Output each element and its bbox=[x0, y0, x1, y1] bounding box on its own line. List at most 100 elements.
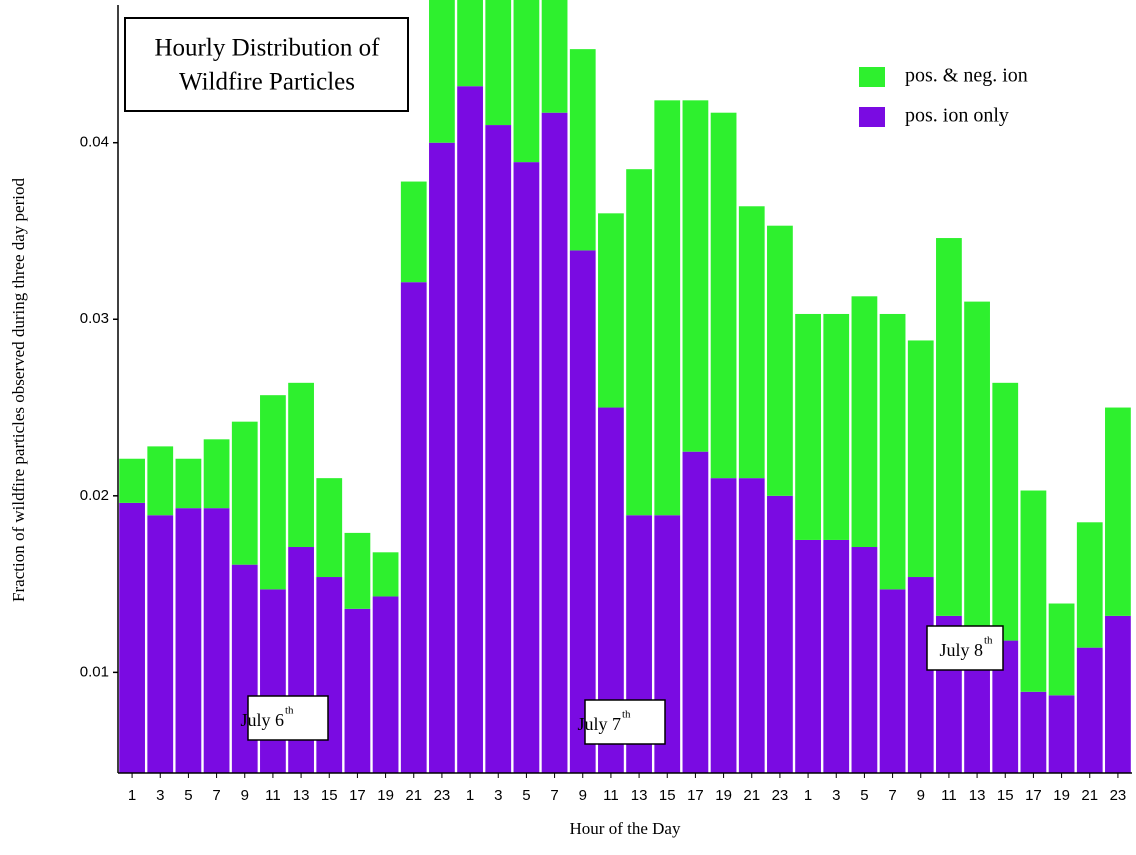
y-axis-label: Fraction of wildfire particles observed … bbox=[9, 178, 28, 602]
legend-swatch bbox=[859, 107, 885, 127]
bar-segment bbox=[203, 439, 230, 509]
x-tick-label: 15 bbox=[321, 787, 338, 804]
bar-segment bbox=[231, 421, 258, 565]
bar-segment bbox=[767, 225, 793, 496]
annotation-frame bbox=[584, 699, 666, 745]
annotation-sup: th bbox=[984, 635, 993, 647]
annotation-text: July 6 bbox=[240, 710, 284, 730]
bar-segment bbox=[372, 552, 399, 597]
annotation: July 7 th bbox=[577, 699, 666, 745]
bar-segment bbox=[936, 238, 962, 616]
bar-segment bbox=[316, 577, 343, 773]
bar-segment bbox=[119, 502, 145, 773]
bar-segment bbox=[1048, 603, 1075, 696]
annotation-frame bbox=[247, 695, 329, 741]
bar-segment bbox=[1048, 695, 1075, 773]
bar-segment bbox=[879, 313, 906, 590]
bar-segment bbox=[710, 478, 737, 773]
bar-segment bbox=[344, 532, 371, 609]
x-tick-label: 17 bbox=[1025, 787, 1042, 804]
bar-segment bbox=[429, 142, 455, 774]
bar-segment bbox=[1020, 691, 1047, 773]
bar-segment bbox=[907, 577, 934, 773]
x-tick-label: 17 bbox=[687, 787, 704, 804]
bar-segment bbox=[823, 539, 850, 773]
x-tick-label: 19 bbox=[377, 787, 394, 804]
bar-segment bbox=[851, 547, 878, 773]
x-axis-label: Hour of the Day bbox=[570, 819, 681, 838]
bar-segment bbox=[231, 564, 258, 773]
bar-segment bbox=[851, 296, 878, 548]
bar-segment bbox=[457, 0, 483, 87]
y-tick-label: 0.01 bbox=[80, 663, 109, 680]
bar-segment bbox=[175, 458, 202, 509]
x-tick-label: 5 bbox=[860, 787, 868, 804]
x-tick-label: 7 bbox=[212, 787, 220, 804]
x-tick-label: 19 bbox=[1053, 787, 1070, 804]
bar-segment bbox=[513, 0, 540, 163]
bar-segment bbox=[626, 169, 652, 516]
bar-segment bbox=[429, 0, 455, 143]
title-frame bbox=[124, 17, 409, 112]
x-tick-label: 13 bbox=[631, 787, 648, 804]
bar-segment bbox=[541, 0, 568, 113]
y-tick-label: 0.02 bbox=[80, 487, 109, 504]
bar-segment bbox=[654, 100, 681, 516]
x-tick-label: 9 bbox=[241, 787, 249, 804]
annotation-sup: th bbox=[622, 709, 631, 721]
x-tick-label: 11 bbox=[941, 787, 957, 804]
bar-segment bbox=[147, 515, 174, 773]
legend-frame bbox=[855, 60, 1090, 138]
x-tick-label: 5 bbox=[522, 787, 530, 804]
bar-segment bbox=[147, 446, 174, 516]
bar-segment bbox=[682, 451, 709, 773]
bar-segment bbox=[907, 340, 934, 578]
bar-segment bbox=[1105, 615, 1131, 773]
bars bbox=[119, 0, 1131, 774]
bar-segment bbox=[513, 162, 540, 773]
x-tick-label: 11 bbox=[603, 787, 619, 804]
y-tick-label: 0.03 bbox=[80, 310, 109, 327]
chart-title: Wildfire Particles bbox=[179, 69, 355, 96]
bar-segment bbox=[767, 495, 793, 773]
x-tick-label: 1 bbox=[804, 787, 812, 804]
bar-segment bbox=[316, 478, 343, 578]
x-tick-label: 3 bbox=[832, 787, 840, 804]
bar-segment bbox=[738, 478, 765, 773]
bar-segment bbox=[372, 596, 399, 773]
bar-segment bbox=[1076, 647, 1103, 773]
bar-segment bbox=[1105, 407, 1131, 616]
bar-segment bbox=[823, 313, 850, 540]
bar-segment bbox=[288, 382, 314, 548]
bar-segment bbox=[541, 112, 568, 774]
bar-segment bbox=[795, 313, 821, 540]
x-tick-label: 15 bbox=[659, 787, 676, 804]
bar-segment bbox=[260, 395, 286, 590]
bar-segment bbox=[964, 301, 990, 634]
legend-swatch bbox=[859, 67, 885, 87]
bar-segment bbox=[795, 539, 821, 773]
bar-segment bbox=[569, 49, 596, 251]
x-tick-label: 21 bbox=[405, 787, 422, 804]
bar-segment bbox=[879, 589, 906, 773]
x-tick-label: 3 bbox=[156, 787, 164, 804]
x-tick-label: 19 bbox=[715, 787, 732, 804]
legend-label: pos. & neg. ion bbox=[905, 65, 1028, 87]
x-tick-label: 5 bbox=[184, 787, 192, 804]
x-tick-label: 21 bbox=[1081, 787, 1098, 804]
x-tick-label: 13 bbox=[293, 787, 310, 804]
x-tick-label: 3 bbox=[494, 787, 502, 804]
x-tick-label: 17 bbox=[349, 787, 366, 804]
bar-segment bbox=[598, 213, 624, 408]
x-tick-label: 23 bbox=[434, 787, 451, 804]
bar-segment bbox=[203, 508, 230, 773]
bar-segment bbox=[119, 458, 145, 503]
x-tick-label: 9 bbox=[579, 787, 587, 804]
bar-segment bbox=[682, 100, 709, 452]
annotation: July 6 th bbox=[240, 695, 329, 741]
x-tick-label: 13 bbox=[969, 787, 986, 804]
x-tick-label: 23 bbox=[772, 787, 789, 804]
x-tick-label: 7 bbox=[888, 787, 896, 804]
